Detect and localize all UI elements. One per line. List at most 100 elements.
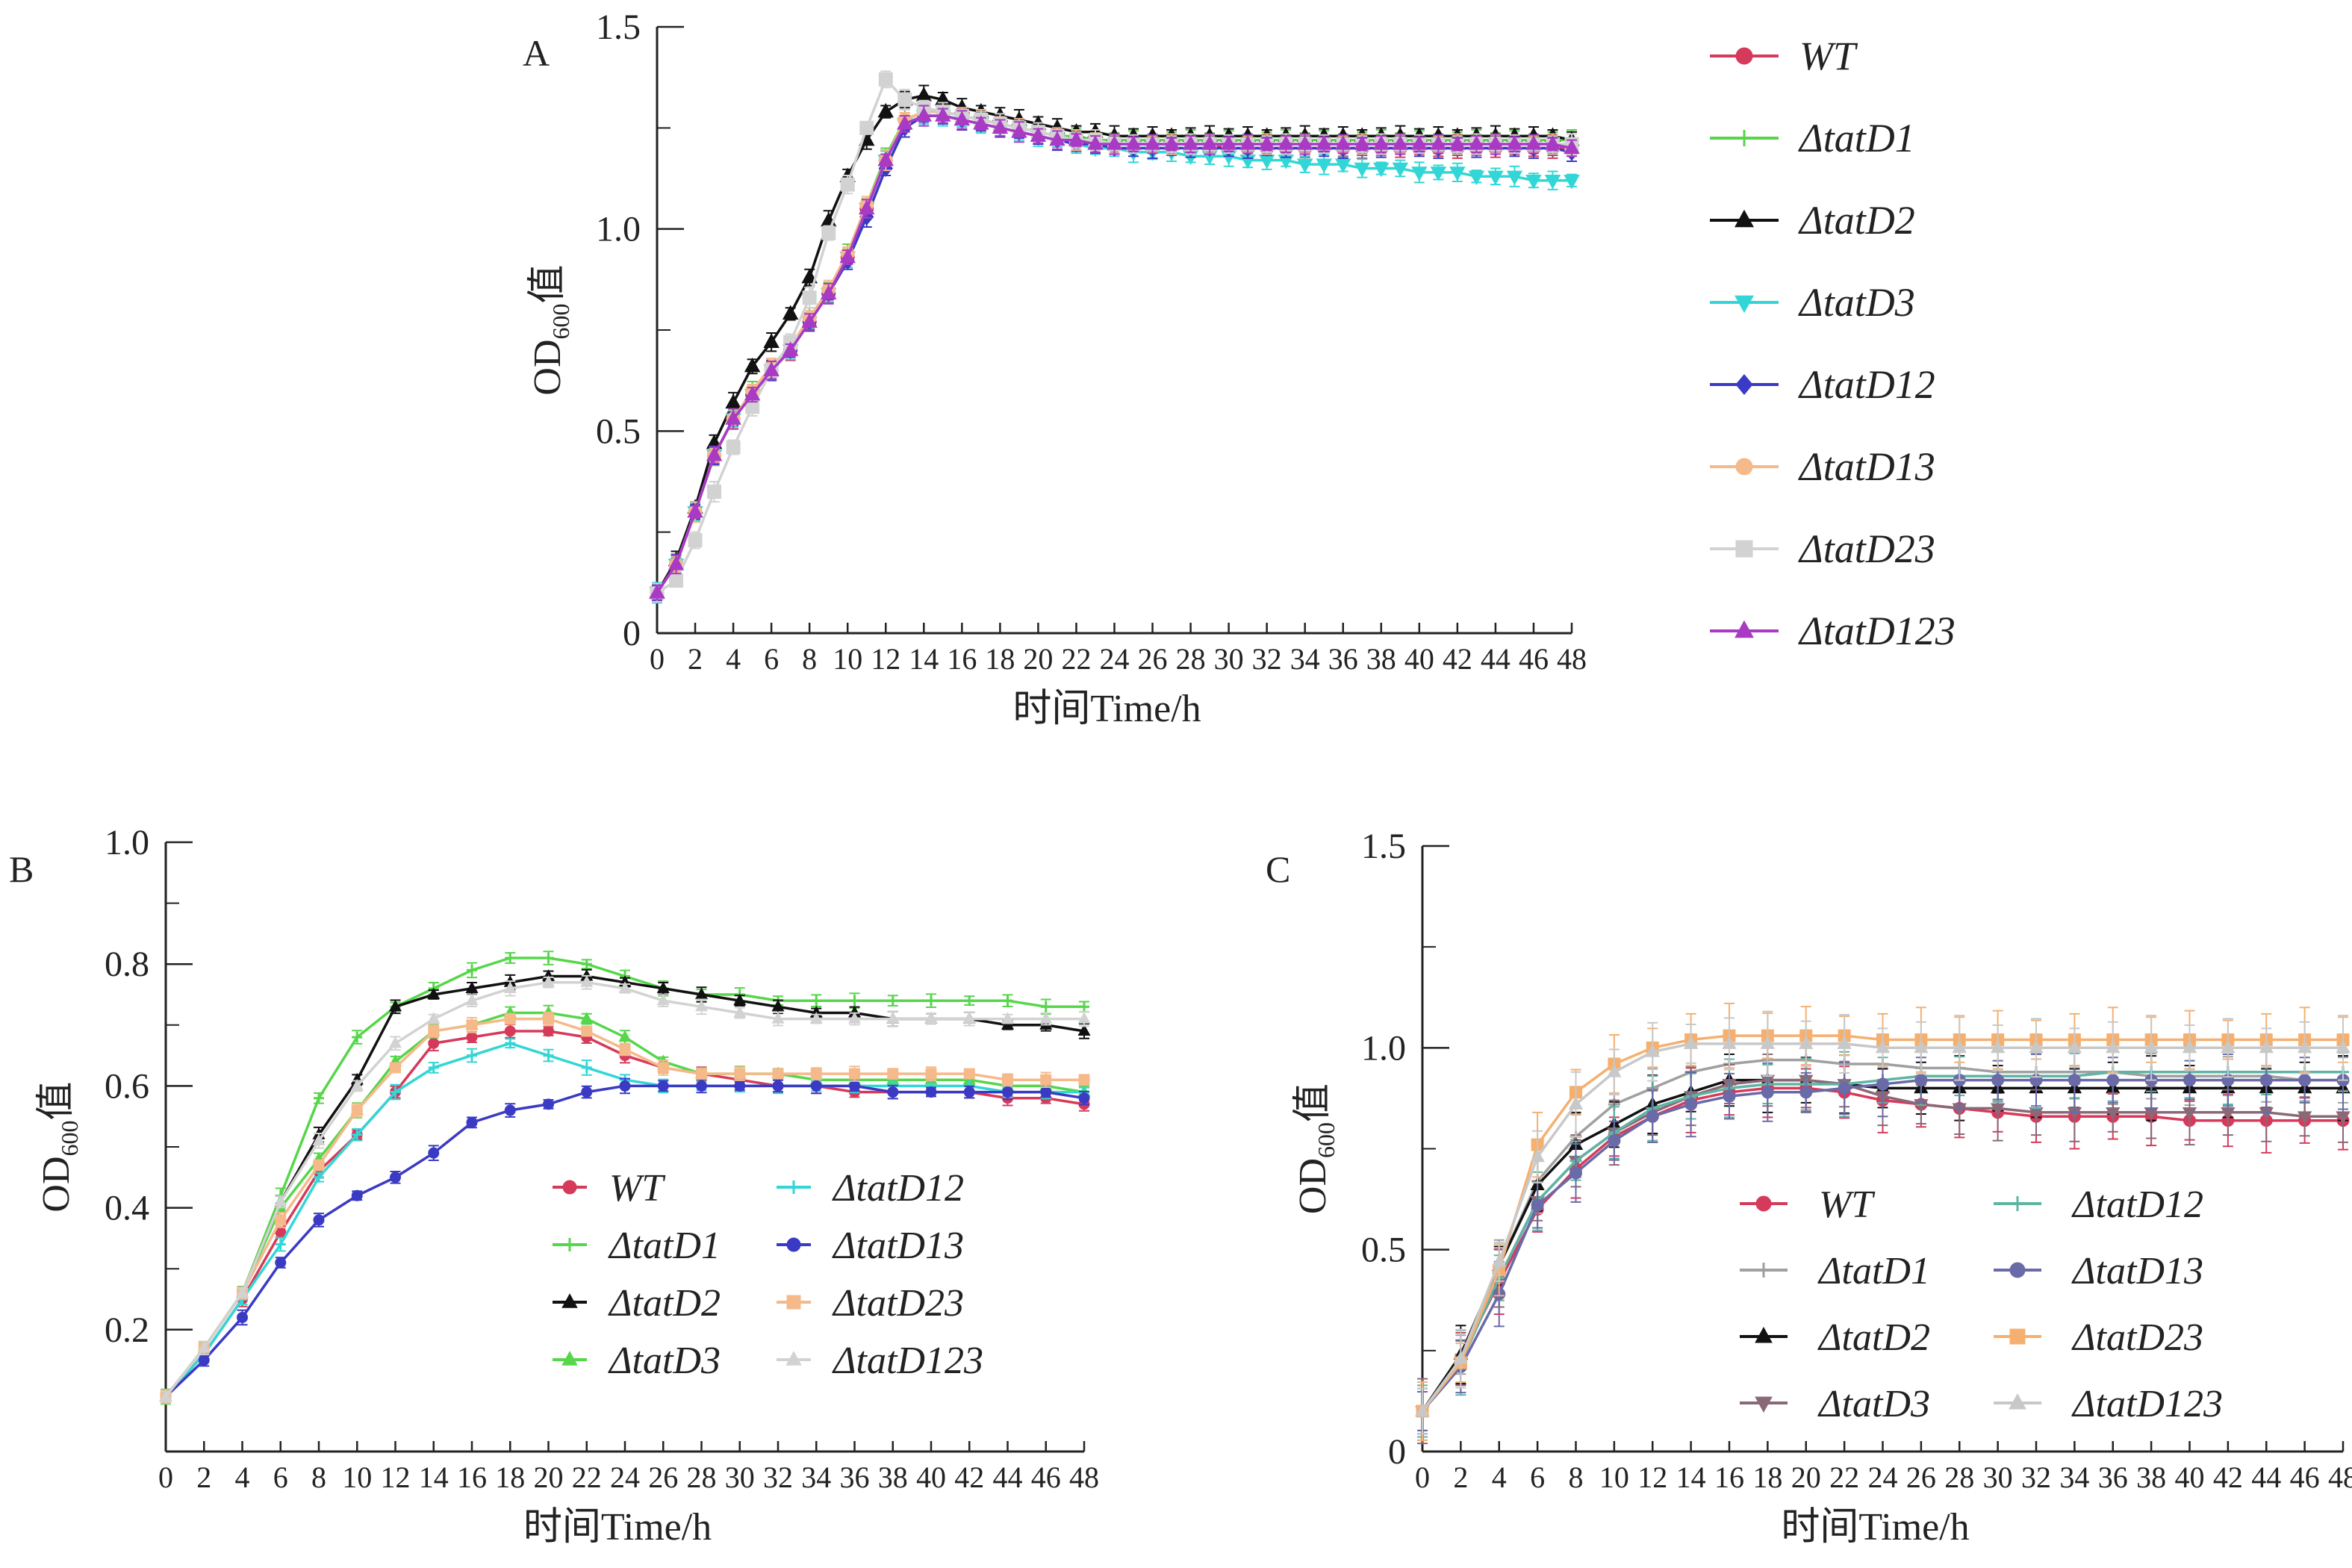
- data-point: [878, 72, 893, 87]
- data-point: [877, 151, 894, 167]
- data-point: [581, 1086, 593, 1098]
- data-point: [1468, 170, 1485, 186]
- data-point: [1838, 1081, 1851, 1095]
- legend-item: ΔtatD12: [1710, 362, 1935, 407]
- legend-item: ΔtatD23: [1710, 526, 1935, 571]
- data-point: [1415, 1403, 1430, 1416]
- data-point: [1487, 170, 1504, 186]
- panel-b: B0 2 4 6 8 10 12 14 16 18 20 22 24 26 28 30 32 34 36 38 40 42…: [9, 823, 1099, 1549]
- data-point: [465, 993, 479, 1006]
- y-tick-label: 1.0: [596, 210, 641, 249]
- data-point: [314, 1092, 324, 1104]
- data-point: [275, 1214, 287, 1226]
- x-tick-label: 32: [2021, 1460, 2051, 1494]
- x-axis-label: 时间Time/h: [1012, 688, 1201, 730]
- data-point: [847, 1012, 862, 1024]
- x-tick-label: 38: [878, 1460, 908, 1494]
- data-point: [388, 999, 402, 1012]
- x-tick-label: 2: [688, 642, 703, 676]
- data-point: [466, 1031, 478, 1043]
- x-tick-label: 4: [235, 1460, 250, 1494]
- legend-label: WT: [1799, 34, 1858, 78]
- data-point: [235, 1286, 249, 1298]
- data-point: [503, 981, 517, 993]
- x-tick-label: 36: [2098, 1460, 2128, 1494]
- x-tick-label: 26: [1906, 1460, 1936, 1494]
- y-tick-label: 0.6: [105, 1066, 149, 1106]
- data-point: [656, 981, 670, 993]
- data-point: [849, 1080, 860, 1092]
- data-point: [1392, 162, 1409, 178]
- x-tick-label: 34: [801, 1460, 831, 1494]
- x-tick-label: 14: [419, 1460, 449, 1494]
- data-point: [1163, 135, 1180, 150]
- panel-a: A0 2 4 6 8 10 12 14 16 18 20 22 24 26 28 30 32 34 36 38 40 42…: [523, 7, 1956, 730]
- data-point: [1354, 162, 1371, 178]
- data-point: [840, 177, 855, 192]
- legend-marker: [1755, 1326, 1773, 1343]
- data-point: [810, 1068, 822, 1080]
- data-point: [763, 333, 780, 348]
- x-tick-label: 20: [534, 1460, 564, 1494]
- data-point: [687, 503, 703, 518]
- legend-label: ΔtatD1: [608, 1225, 721, 1267]
- data-point: [821, 225, 836, 240]
- data-point: [801, 268, 818, 284]
- x-tick-label: 18: [1752, 1460, 1782, 1494]
- data-point: [1106, 135, 1123, 150]
- data-point: [669, 573, 684, 588]
- x-tick-label: 2: [1453, 1460, 1468, 1494]
- data-point: [1492, 1254, 1507, 1267]
- data-point: [782, 305, 799, 320]
- x-tick-label: 14: [1676, 1460, 1706, 1494]
- data-point: [763, 361, 780, 376]
- data-point: [1991, 1074, 2005, 1087]
- data-point: [198, 1354, 210, 1366]
- data-point: [350, 1078, 364, 1091]
- data-point: [465, 981, 479, 993]
- data-point: [619, 1043, 631, 1055]
- x-tick-label: 6: [764, 642, 779, 676]
- data-point: [467, 1050, 477, 1061]
- data-point: [1645, 1044, 1660, 1057]
- legend-item: ΔtatD23: [1994, 1316, 2203, 1359]
- data-point: [810, 1080, 822, 1092]
- data-point: [953, 111, 971, 126]
- x-tick-label: 16: [947, 642, 977, 676]
- data-point: [1040, 1086, 1052, 1098]
- x-tick-label: 44: [2251, 1460, 2281, 1494]
- data-point: [2297, 1039, 2312, 1054]
- legend-label: ΔtatD123: [832, 1340, 983, 1382]
- data-point: [2182, 1107, 2197, 1121]
- data-point: [1569, 1166, 1582, 1180]
- data-point: [580, 1012, 594, 1024]
- x-tick-label: 30: [725, 1460, 755, 1494]
- x-tick-label: 28: [687, 1460, 717, 1494]
- data-point: [1453, 1351, 1469, 1364]
- x-tick-label: 34: [2059, 1460, 2089, 1494]
- data-point: [1078, 1074, 1090, 1086]
- data-point: [1646, 1110, 1659, 1123]
- data-point: [963, 1086, 975, 1098]
- legend: WT ΔtatD1 ΔtatD2 ΔtatD3 ΔtatD12 ΔtatD13 ΔtatD2…: [1740, 1183, 2223, 1425]
- x-tick-label: 6: [273, 1460, 288, 1494]
- x-tick-label: 8: [1569, 1460, 1584, 1494]
- legend-item: ΔtatD13: [1710, 444, 1935, 489]
- legend-label: WT: [1819, 1183, 1875, 1226]
- data-point: [618, 981, 632, 993]
- data-point: [1430, 167, 1447, 181]
- legend-label: ΔtatD2: [1817, 1316, 1930, 1359]
- legend-marker: [562, 1180, 577, 1195]
- data-point: [849, 995, 860, 1007]
- legend-label: ΔtatD23: [832, 1282, 964, 1325]
- data-point: [771, 999, 785, 1012]
- data-point: [351, 1189, 363, 1201]
- legend-marker: [1735, 295, 1754, 314]
- data-point: [771, 1012, 785, 1024]
- panel-label: A: [523, 32, 550, 74]
- legend-item: ΔtatD23: [777, 1282, 964, 1325]
- data-point: [543, 953, 554, 964]
- legend-item: ΔtatD123: [777, 1340, 983, 1382]
- data-point: [1411, 167, 1428, 181]
- data-point: [925, 1068, 937, 1080]
